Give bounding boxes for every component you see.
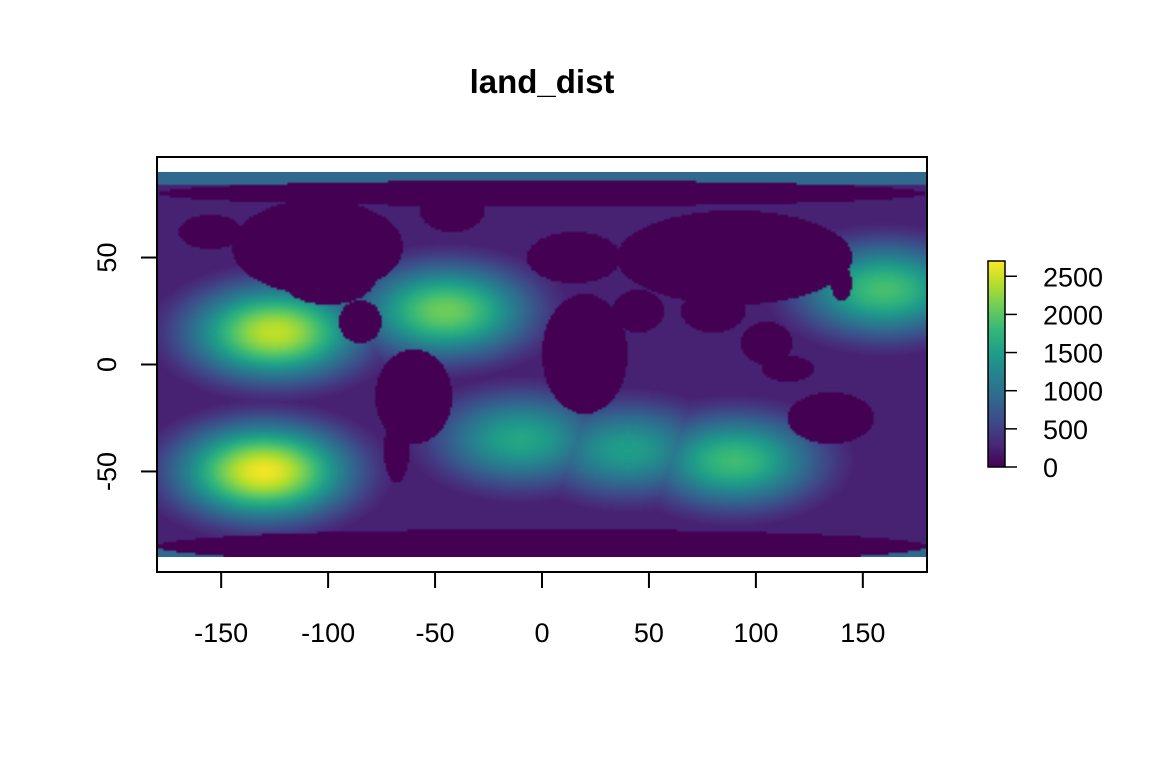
y-tick-label: 0 [92,357,122,372]
x-tick-label: 100 [733,618,778,648]
legend-tick-label: 0 [1043,453,1058,483]
legend-tick-label: 1000 [1043,377,1103,407]
color-legend: 0 500 1000 1500 2000 2500 [987,260,1103,483]
x-tick-label: 0 [534,618,549,648]
legend-tick-label: 2500 [1043,262,1103,292]
chart-title: land_dist [470,63,615,100]
x-tick-label: 150 [840,618,885,648]
x-tick-label: 50 [634,618,664,648]
legend-color-bar [987,260,1006,468]
legend-tick-label: 500 [1043,415,1088,445]
legend-tick-label: 2000 [1043,300,1103,330]
y-tick-label: -50 [92,452,122,491]
x-tick-label: -150 [194,618,248,648]
x-tick-label: -100 [301,618,355,648]
raster-heatmap [157,171,927,558]
axes: -150 -100 -50 0 50 100 150 -50 0 50 [92,156,928,648]
raster-image [157,171,927,558]
x-tick-label: -50 [416,618,455,648]
y-tick-label: 50 [92,243,122,273]
legend-tick-label: 1500 [1043,339,1103,369]
